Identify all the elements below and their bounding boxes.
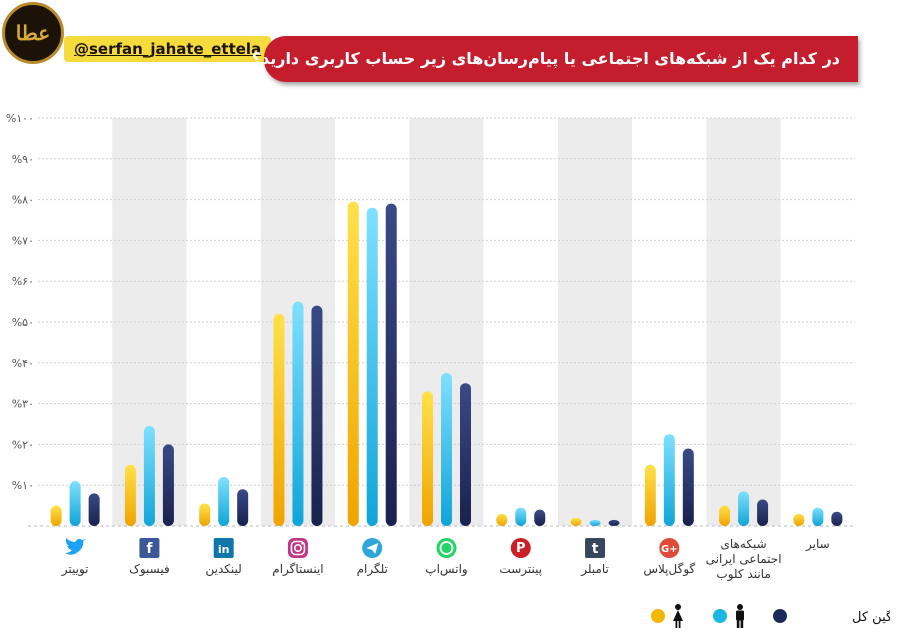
tumblr-icon: t <box>585 538 606 558</box>
bar-female <box>496 513 508 526</box>
bar-total <box>534 509 546 526</box>
bar-total <box>162 444 174 526</box>
bar-total <box>682 448 694 526</box>
x-category-label: لینکدین <box>206 562 242 577</box>
x-category-label: توییتر <box>61 562 89 577</box>
x-category-label: مانند کلوب <box>716 567 770 582</box>
x-category-label: اینستاگرام <box>272 562 323 577</box>
svg-text:G+: G+ <box>661 544 678 555</box>
instagram-icon <box>287 538 308 558</box>
bar-total <box>311 305 323 526</box>
bar-male <box>663 434 675 526</box>
title-banner: در کدام یک از شبکه‌های اجتماعی یا پیام‌ر… <box>252 36 858 82</box>
bar-total <box>831 511 843 526</box>
bar-male <box>515 507 527 526</box>
bar-female <box>347 201 359 526</box>
bar-female <box>124 464 136 526</box>
y-tick-label: %۳۰ <box>12 398 34 411</box>
bar-male <box>69 481 81 526</box>
legend: میانگین کل <box>651 604 890 628</box>
category-band <box>483 118 558 526</box>
channel-handle: @serfan_jahate_ettela <box>64 36 272 62</box>
pinterest-icon: P <box>510 538 531 558</box>
svg-text:in: in <box>218 543 230 556</box>
bar-male <box>441 373 452 526</box>
chart-title: در کدام یک از شبکه‌های اجتماعی یا پیام‌ر… <box>251 49 840 68</box>
y-tick-label: %۱۰ <box>12 479 34 492</box>
bar-female <box>644 464 656 526</box>
female-icon <box>673 604 683 628</box>
telegram-icon <box>362 538 383 558</box>
x-category-label: تلگرام <box>357 562 388 577</box>
bar-male <box>589 519 601 526</box>
y-tick-label: %۵۰ <box>12 316 34 329</box>
bar-male <box>366 207 378 526</box>
svg-text:P: P <box>516 541 526 556</box>
bar-male <box>218 477 230 526</box>
bar-total <box>88 493 100 526</box>
twitter-icon <box>65 538 87 555</box>
bar-female <box>570 517 582 526</box>
bar-total <box>460 383 471 526</box>
bar-total <box>237 489 249 526</box>
google-plus-icon: G+ <box>659 538 680 558</box>
bar-female <box>50 505 62 526</box>
facebook-icon: f <box>139 538 160 558</box>
y-tick-label: %۷۰ <box>12 234 34 247</box>
bar-total <box>608 519 620 526</box>
bar-female <box>273 313 285 526</box>
male-icon <box>736 604 744 628</box>
x-category-label: شبکه‌های <box>721 537 767 551</box>
y-tick-label: %۶۰ <box>12 275 34 288</box>
bar-male <box>292 301 304 526</box>
bar-total <box>385 203 397 526</box>
legend-swatch <box>713 609 727 623</box>
logo-text: عطا <box>15 21 51 45</box>
linkedin-icon: in <box>213 538 234 558</box>
bar-male <box>738 491 750 526</box>
bar-male <box>143 426 155 526</box>
bar-female <box>793 513 805 526</box>
y-tick-label: %۱۰۰ <box>6 112 34 125</box>
x-category-label: سایر <box>805 537 830 552</box>
legend-label-total: میانگین کل <box>852 609 890 625</box>
x-category-label: پینترست <box>499 562 542 577</box>
legend-swatch <box>651 609 665 623</box>
legend-swatch <box>773 609 787 623</box>
bar-total <box>757 499 769 526</box>
x-category-label: گوگل‌پلاس <box>643 562 695 577</box>
bar-male <box>812 507 824 526</box>
bar-female <box>719 505 731 526</box>
y-tick-label: %۸۰ <box>12 194 34 207</box>
svg-text:t: t <box>592 541 599 557</box>
bar-female <box>199 503 211 526</box>
logo: عطا <box>2 2 64 64</box>
x-category-label: واتس‌اپ <box>425 562 467 577</box>
x-category-label: اجتماعی ایرانی <box>706 552 782 567</box>
y-tick-label: %۲۰ <box>12 438 34 451</box>
whatsapp-icon <box>436 538 457 558</box>
y-tick-label: %۴۰ <box>12 357 34 370</box>
svg-text:f: f <box>146 541 153 557</box>
y-tick-label: %۹۰ <box>12 153 34 166</box>
x-category-label: فیسبوک <box>129 562 170 577</box>
bar-female <box>422 391 433 526</box>
x-category-label: تامبلر <box>580 562 609 577</box>
